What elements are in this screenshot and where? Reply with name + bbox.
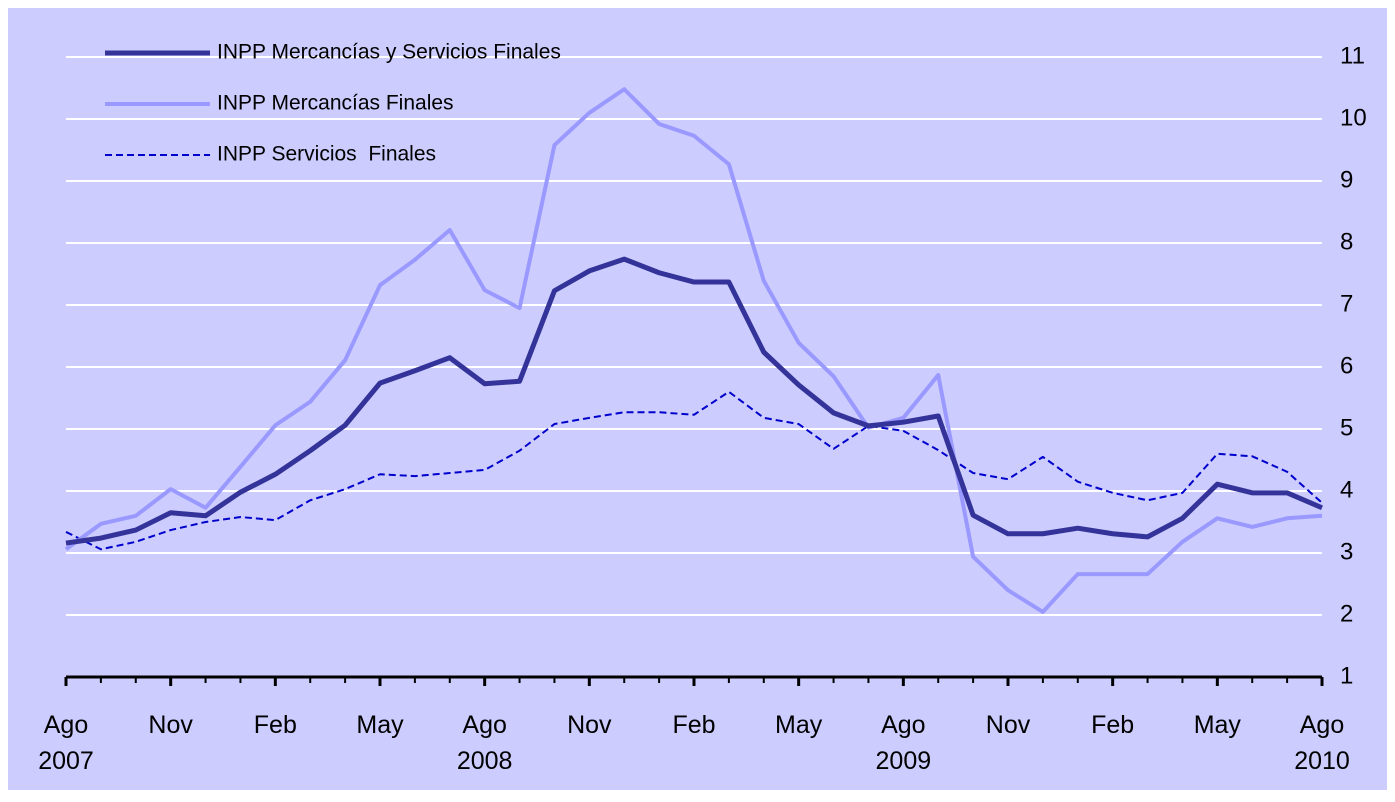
y-tick-label: 7 <box>1340 290 1353 317</box>
x-tick-label: Nov <box>148 711 193 739</box>
y-tick-label: 10 <box>1340 104 1367 131</box>
y-tick-label: 3 <box>1340 538 1353 565</box>
series-line <box>65 256 1323 546</box>
y-tick-label: 2 <box>1340 600 1353 627</box>
x-tick-label: Ago 2009 <box>875 711 932 775</box>
y-tick-label: 6 <box>1340 352 1353 379</box>
y-tick-label: 4 <box>1340 476 1353 503</box>
legend-label: INPP Servicios Finales <box>217 143 436 166</box>
y-tick-label: 1 <box>1340 662 1353 689</box>
plot-background <box>8 8 1387 790</box>
x-tick-label: Feb <box>253 711 297 739</box>
x-tick-label: Feb <box>672 711 716 739</box>
x-tick-label: May <box>356 711 404 739</box>
y-tick-label: 8 <box>1340 228 1353 255</box>
x-tick-label: Ago 2007 <box>38 711 94 775</box>
x-tick-label: Ago 2008 <box>456 711 513 775</box>
x-tick-label: May <box>1193 711 1241 739</box>
y-tick-label: 5 <box>1340 414 1353 441</box>
legend-label: INPP Mercancías y Servicios Finales <box>217 41 561 64</box>
series-line <box>64 87 1323 614</box>
y-tick-label: 9 <box>1340 166 1353 193</box>
legend-label: INPP Mercancías Finales <box>217 92 454 115</box>
x-tick-label: Nov <box>985 711 1031 739</box>
x-tick-label: Nov <box>567 711 612 739</box>
series-line <box>65 390 1323 551</box>
x-tick-label: May <box>775 711 823 739</box>
y-tick-label: 11 <box>1340 42 1365 69</box>
x-tick-label: Feb <box>1091 711 1135 739</box>
x-tick-label: Ago 2010 <box>1294 711 1350 775</box>
